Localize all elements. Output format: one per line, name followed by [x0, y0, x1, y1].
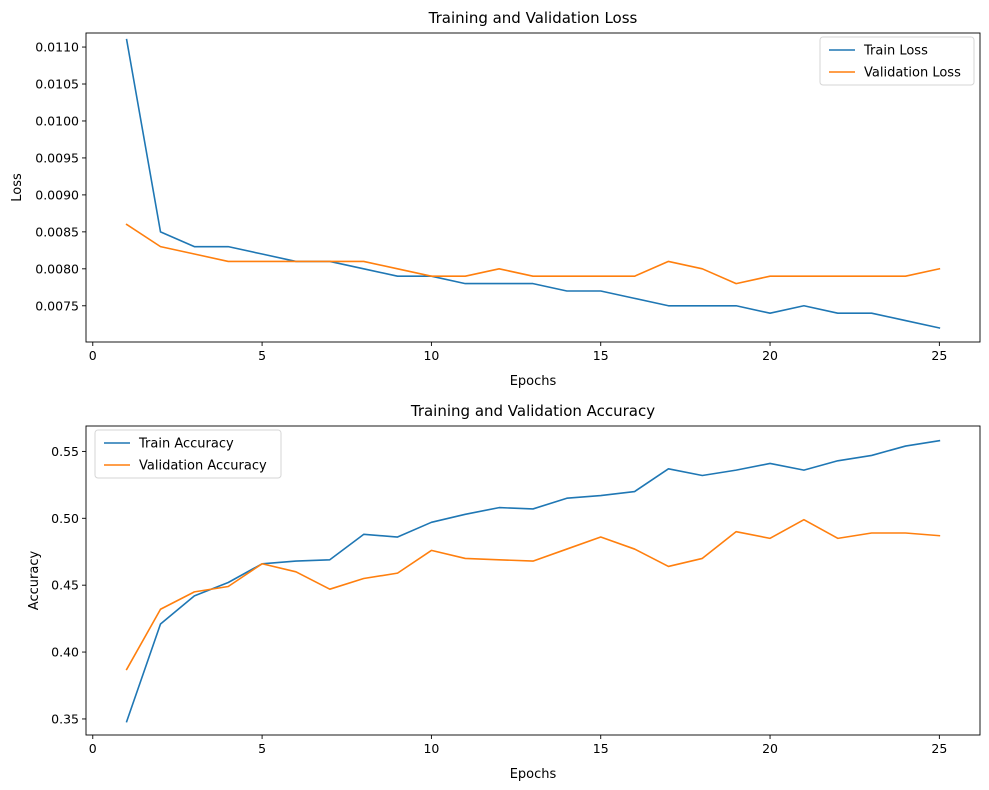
y-tick-label: 0.35: [51, 711, 79, 726]
legend-entry-label: Train Loss: [863, 44, 928, 59]
x-tick-label: 25: [931, 348, 947, 363]
y-axis-label: Loss: [10, 173, 25, 202]
y-tick-label: 0.0080: [35, 261, 79, 276]
y-tick-label: 0.50: [51, 511, 79, 526]
y-axis-label: Accuracy: [27, 551, 42, 611]
x-tick-label: 5: [258, 348, 266, 363]
series-line-validation: [125, 518, 941, 671]
x-tick-label: 10: [423, 741, 439, 756]
x-tick-label: 0: [89, 348, 97, 363]
x-tick-label: 5: [258, 741, 266, 756]
legend-box: [94, 429, 282, 479]
legend: Train Loss Validation Loss: [819, 36, 975, 86]
x-tick-label: 10: [423, 348, 439, 363]
legend-box: [819, 36, 975, 86]
x-tick-label: 15: [593, 348, 609, 363]
y-tick-label: 0.0075: [35, 298, 79, 313]
y-tick-label: 0.0105: [35, 77, 79, 92]
legend-entry-label: Train Accuracy: [138, 437, 234, 452]
chart-title: Training and Validation Loss: [428, 9, 638, 27]
axes-frame: [85, 32, 981, 343]
y-tick-label: 0.0090: [35, 187, 79, 202]
chart-1: Training and Validation Loss 0 5 10 15 20 25 0.…: [10, 9, 981, 389]
x-tick-label: 15: [593, 741, 609, 756]
chart-title: Training and Validation Accuracy: [410, 402, 655, 420]
x-axis-label: Epochs: [510, 767, 557, 782]
y-tick-label: 0.40: [51, 645, 79, 660]
y-tick-label: 0.45: [51, 578, 79, 593]
y-tick-label: 0.0100: [35, 113, 79, 128]
y-tick-label: 0.0085: [35, 224, 79, 239]
legend: Train Accuracy Validation Accuracy: [94, 429, 282, 479]
x-tick-label: 25: [931, 741, 947, 756]
y-tick-label: 0.0095: [35, 150, 79, 165]
x-tick-label: 20: [762, 741, 778, 756]
axes-frame: [85, 425, 981, 736]
series-lines: [125, 439, 941, 723]
x-tick-label: 20: [762, 348, 778, 363]
y-tick-label: 0.55: [51, 444, 79, 459]
legend-entry-label: Validation Loss: [864, 66, 961, 81]
x-axis-label: Epochs: [510, 374, 557, 389]
legend-entry-label: Validation Accuracy: [139, 459, 267, 474]
series-line-train: [125, 38, 941, 329]
series-line-validation: [125, 223, 941, 285]
series-lines: [125, 38, 941, 329]
chart-2: Training and Validation Accuracy 0 5 10 15 20…: [27, 402, 981, 782]
x-tick-label: 0: [89, 741, 97, 756]
y-tick-label: 0.0110: [35, 40, 79, 55]
